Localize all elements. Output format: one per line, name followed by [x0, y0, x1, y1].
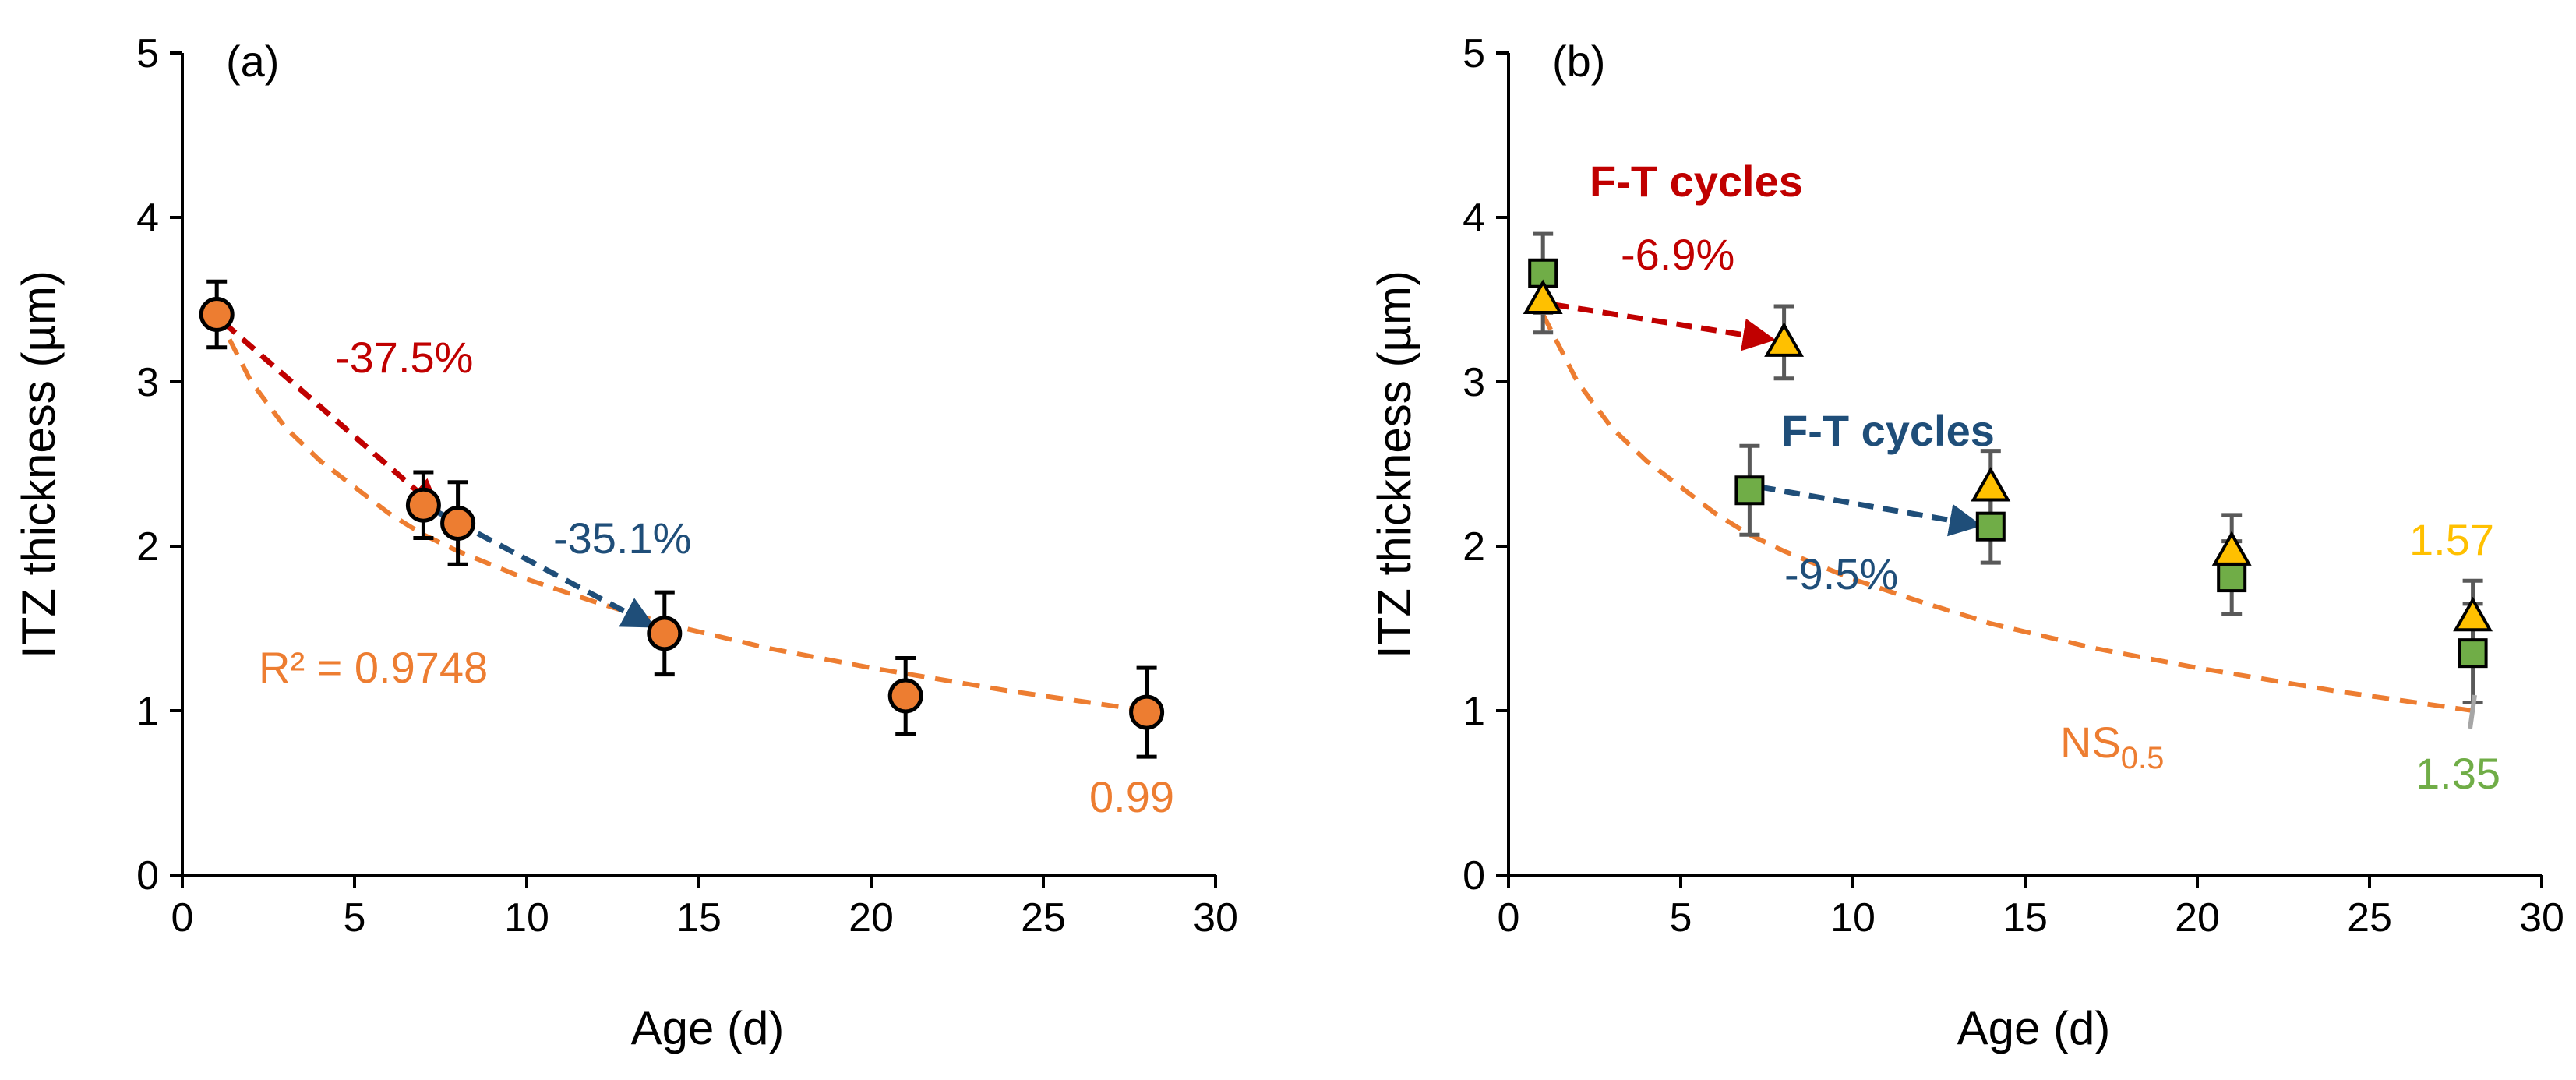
panel-b-x-tick-label: 25	[2347, 895, 2392, 941]
panel-b-square-last-label: 1.35	[2415, 749, 2500, 798]
panel-a-point-circle	[199, 296, 235, 332]
panel-b-x-tick-label: 30	[2519, 895, 2564, 941]
panel-b-point-triangle	[1523, 279, 1563, 314]
panel-b-x-tick-label: 0	[1498, 895, 1520, 941]
panel-a-y-tick-label: 5	[136, 31, 159, 76]
panel-a-y-tick-label: 3	[136, 360, 159, 405]
panel-b-arrow-blue-label: -9.5%	[1784, 549, 1898, 598]
panel-b-arrow-red	[1552, 302, 1776, 351]
panel-b-y-tick-label: 2	[1463, 524, 1485, 570]
panel-a-point-circle	[1129, 694, 1165, 730]
panel-b-point-triangle	[2453, 596, 2493, 632]
panel-a-arrow-blue	[432, 507, 656, 628]
panel-b-y-tick-label: 4	[1463, 196, 1485, 241]
panel-a-y-tick-label: 0	[136, 853, 159, 898]
panel-a-y-tick-label: 4	[136, 196, 159, 241]
panel-b-y-axis-title: ITZ thickness (µm)	[1368, 270, 1420, 658]
panel-a-x-tick-label: 30	[1193, 895, 1238, 941]
panel-b-y-tick-label: 0	[1463, 853, 1485, 898]
panel-a-point-circle	[887, 678, 923, 714]
panel-a-x-tick-label: 20	[849, 895, 894, 941]
panel-a-arrow-red-label: -37.5%	[335, 333, 473, 382]
panel-b-trend-line	[1540, 313, 2474, 713]
panel-b-triangle-last-label: 1.57	[2409, 515, 2494, 564]
panel-b-x-tick-label: 20	[2175, 895, 2220, 941]
panel-b-x-tick-label: 15	[2003, 895, 2048, 941]
panel-a: (a) Age (d) ITZ thickness (µm) 0 1 2 3 4 5 0 5 1…	[12, 31, 1238, 1054]
panel-a-x-tick-label: 10	[504, 895, 549, 941]
panel-a-point-circle	[647, 616, 683, 651]
panel-a-arrow-blue-label: -35.1%	[553, 514, 691, 563]
panel-b-y-tick-label: 3	[1463, 360, 1485, 405]
panel-b-x-axis-title: Age (d)	[1957, 1002, 2111, 1054]
panel-a-label: (a)	[226, 37, 279, 86]
panel-a-last-value-label: 0.99	[1089, 772, 1174, 821]
panel-a-r2-label: R² = 0.9748	[259, 643, 488, 692]
panel-b-y-tick-label: 1	[1463, 689, 1485, 734]
panel-b-y-tick-label: 5	[1463, 31, 1485, 76]
panel-b-point-triangle	[1971, 467, 2011, 502]
panel-b-trend-label-main: NS	[2060, 718, 2121, 767]
panel-b-point-triangle	[2211, 531, 2252, 566]
panel-b-point-square	[1975, 511, 2006, 542]
panel-b-label: (b)	[1552, 37, 1605, 86]
panel-b-arrow-blue-title: F-T cycles	[1781, 406, 1995, 455]
panel-a-arrow-red	[221, 320, 442, 513]
panel-b-point-square	[2458, 638, 2488, 669]
panel-a-y-axis-title: ITZ thickness (µm)	[12, 270, 65, 658]
panel-b-x-tick-label: 10	[1830, 895, 1876, 941]
panel-a-x-tick-label: 0	[171, 895, 194, 941]
panel-a-x-tick-label: 15	[676, 895, 722, 941]
panel-b-arrow-red-title: F-T cycles	[1590, 157, 1803, 206]
panel-a-point-circle	[440, 505, 476, 541]
panel-b-point-square	[2217, 563, 2247, 593]
panel-b: (b) Age (d) ITZ thickness (µm) 0 1 2 3 4 5 0 5 1…	[1368, 31, 2564, 1054]
panel-a-y-tick-label: 2	[136, 524, 159, 570]
panel-a-point-circle	[405, 487, 441, 523]
panel-b-leader-line	[2468, 694, 2477, 729]
panel-a-y-tick-label: 1	[136, 689, 159, 734]
panel-a-x-tick-label: 25	[1021, 895, 1066, 941]
panel-b-x-tick-label: 5	[1670, 895, 1692, 941]
panel-b-arrow-blue	[1759, 484, 1983, 537]
panel-b-point-triangle	[1764, 322, 1805, 357]
panel-b-trend-label-sub: 0.5	[2121, 741, 2165, 775]
panel-a-x-axis-title: Age (d)	[631, 1002, 785, 1054]
panel-b-arrow-red-label: -6.9%	[1621, 230, 1734, 279]
panel-b-trend-label: NS0.5	[2060, 718, 2164, 775]
panel-b-point-square	[1734, 475, 1765, 506]
panel-a-x-tick-label: 5	[344, 895, 366, 941]
